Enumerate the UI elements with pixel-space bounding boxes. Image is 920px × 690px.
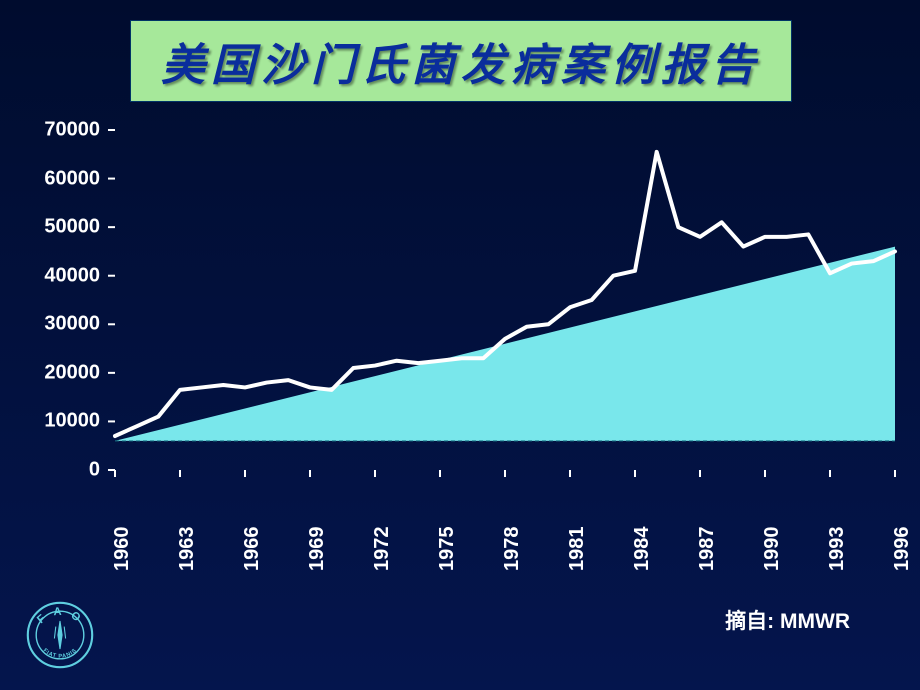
- slide-root: 美国沙门氏菌发病案例报告 0 10000 20000 30000 40000 50000 6…: [0, 0, 920, 690]
- source-prefix: 摘自:: [725, 610, 780, 633]
- x-tick-label: 1990: [761, 527, 784, 572]
- x-tick-label: 1978: [501, 527, 524, 572]
- chart-area: 010000200003000040000500006000070000 196…: [20, 130, 900, 560]
- x-tick-label: 1996: [891, 527, 914, 572]
- x-tick-label: 1966: [241, 527, 264, 572]
- x-tick-label: 1960: [111, 527, 134, 572]
- svg-text:FIAT PANIS: FIAT PANIS: [42, 648, 78, 660]
- source-name: MMWR: [780, 610, 850, 633]
- title-box: 美国沙门氏菌发病案例报告: [130, 20, 792, 102]
- x-axis-labels: 1960196319661969197219751978198119841987…: [110, 485, 900, 565]
- x-tick-label: 1984: [631, 527, 654, 572]
- y-tick-label: 30000: [20, 313, 100, 336]
- fao-logo-icon: F A O FIAT PANIS: [25, 600, 95, 670]
- y-tick-label: 10000: [20, 410, 100, 433]
- x-tick-label: 1969: [306, 527, 329, 572]
- x-tick-label: 1975: [436, 527, 459, 572]
- y-tick-label: 40000: [20, 264, 100, 287]
- y-axis-labels: 010000200003000040000500006000070000: [20, 130, 100, 470]
- y-tick-label: 50000: [20, 216, 100, 239]
- chart-svg: [110, 130, 900, 470]
- y-tick-label: 0: [20, 459, 100, 482]
- source-label: 摘自: MMWR: [725, 605, 850, 635]
- y-tick-label: 20000: [20, 361, 100, 384]
- x-tick-label: 1963: [176, 527, 199, 572]
- x-tick-label: 1987: [696, 527, 719, 572]
- y-tick-label: 60000: [20, 167, 100, 190]
- y-tick-label: 70000: [20, 119, 100, 142]
- x-tick-label: 1981: [566, 527, 589, 572]
- title-text: 美国沙门氏菌发病案例报告: [161, 29, 761, 93]
- x-tick-label: 1993: [826, 527, 849, 572]
- x-tick-label: 1972: [371, 527, 394, 572]
